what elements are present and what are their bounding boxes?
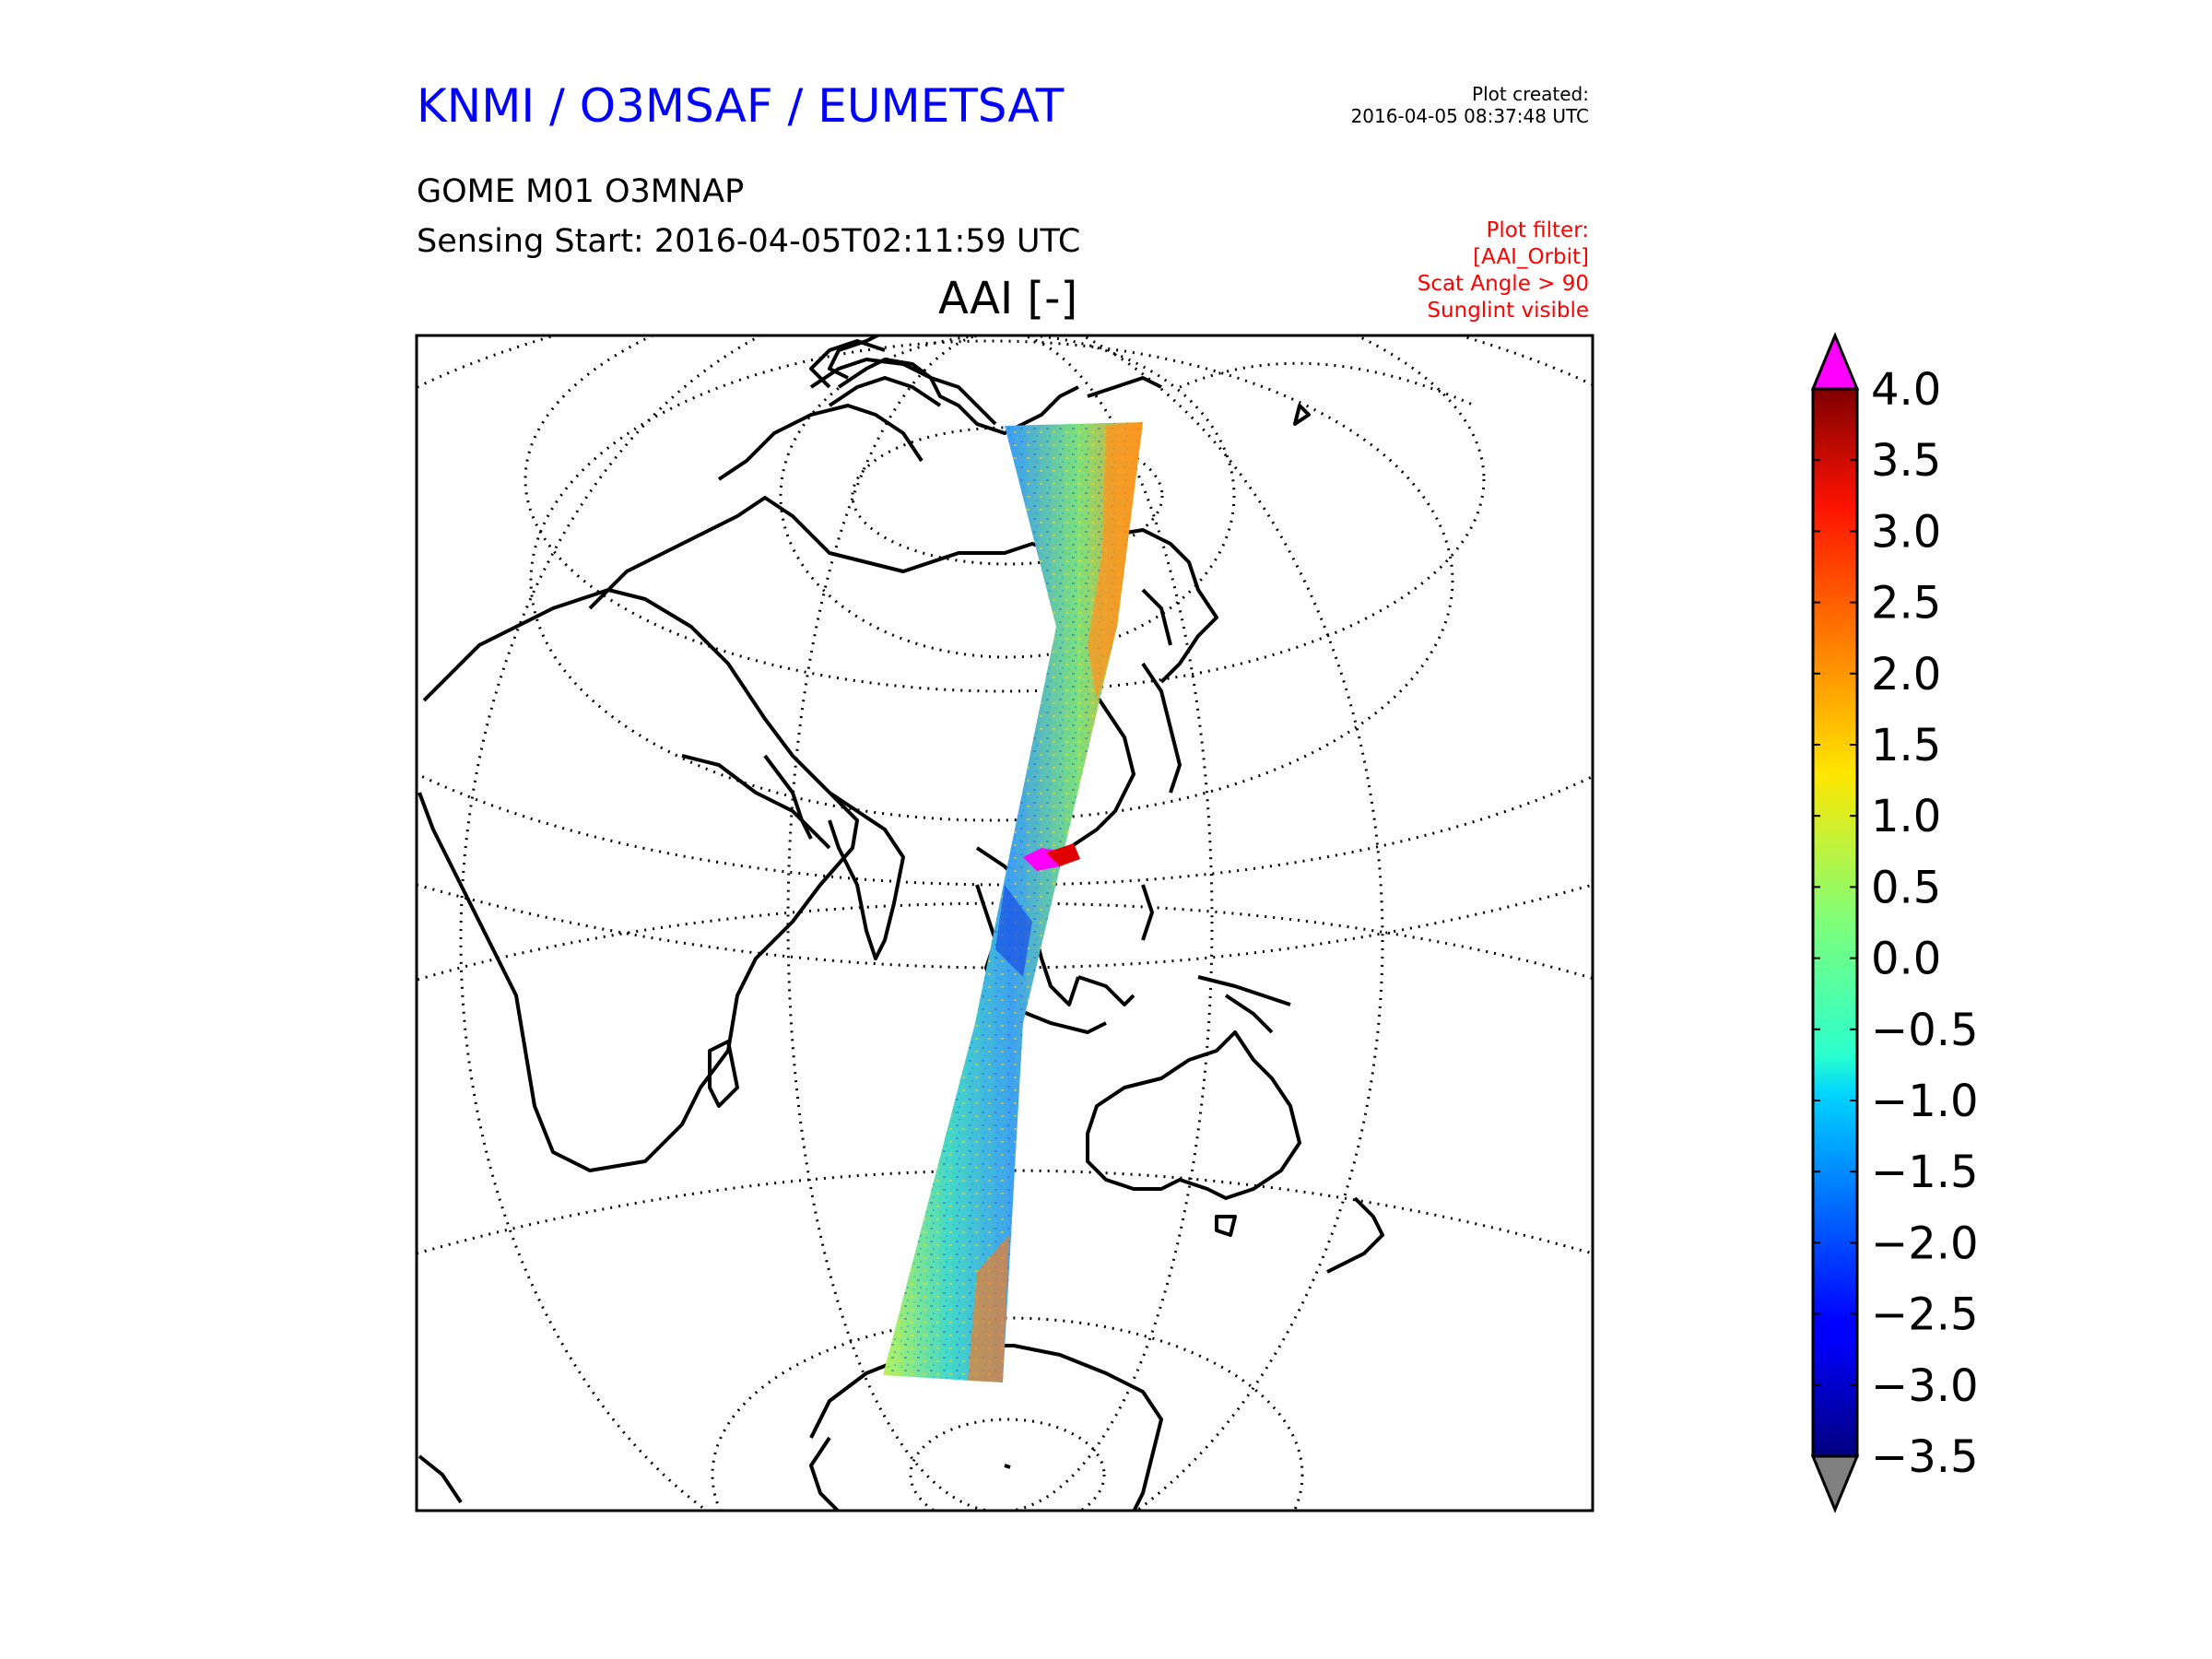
filter-line: [AAI_Orbit] — [1473, 245, 1589, 269]
title-main: KNMI / O3MSAF / EUMETSAT — [417, 79, 1065, 133]
colorbar-tick-label: −3.5 — [1871, 1431, 1979, 1483]
graticule — [417, 335, 1593, 1511]
colorbar-tick-label: 3.0 — [1871, 506, 1941, 558]
colorbar-under-extension — [1810, 1454, 1860, 1513]
colorbar-tick-label: 1.5 — [1871, 720, 1941, 771]
colorbar-tick-label: −2.5 — [1871, 1289, 1979, 1341]
colorbar-tick-label: 4.0 — [1871, 364, 1941, 416]
colorbar-tick-label: 2.5 — [1871, 578, 1941, 629]
filter-line: Sunglint visible — [1427, 299, 1589, 323]
filter-line: Plot filter: — [1486, 218, 1589, 242]
colorbar-tick-label: −0.5 — [1871, 1005, 1979, 1056]
colorbar-over-extension — [1810, 332, 1860, 391]
colorbar-tick-label: 0.0 — [1871, 934, 1941, 985]
map-area — [417, 335, 1593, 1511]
colorbar-gradient — [1811, 387, 1859, 1458]
plot-created-timestamp: 2016-04-05 08:37:48 UTC — [1350, 105, 1589, 127]
colorbar-tick-label: −1.0 — [1871, 1076, 1979, 1127]
plot-created-label: Plot created: — [1472, 83, 1589, 105]
colorbar-tick-label: 0.5 — [1871, 862, 1941, 913]
colorbar-tick-label: 3.5 — [1871, 435, 1941, 487]
colorbar-tick-label: 1.0 — [1871, 791, 1941, 842]
colorbar: 4.0 3.5 3.0 2.5 2.0 1.5 1.0 0.5 0.0 −0.5 −1.0 −1.5 −… — [1810, 332, 1979, 1513]
colorbar-tick-label: −2.0 — [1871, 1218, 1979, 1269]
colorbar-tick-label: 2.0 — [1871, 649, 1941, 700]
filter-line: Scat Angle > 90 — [1417, 272, 1589, 296]
aai-swath — [883, 422, 1143, 1382]
colorbar-tick-label: −1.5 — [1871, 1147, 1979, 1198]
colorbar-tick-label: −3.0 — [1871, 1360, 1979, 1412]
product-name: GOME M01 O3MNAP — [417, 173, 745, 210]
sensing-start: Sensing Start: 2016-04-05T02:11:59 UTC — [417, 223, 1081, 260]
plot-filter-block: Plot filter: [AAI_Orbit] Scat Angle > 90… — [1418, 218, 1589, 324]
plot-title: AAI [-] — [938, 273, 1078, 324]
colorbar-ticks: 4.0 3.5 3.0 2.5 2.0 1.5 1.0 0.5 0.0 −0.5 −1.0 −1.5 −… — [1813, 364, 1979, 1483]
coastlines — [418, 335, 1384, 1511]
map-frame — [415, 334, 1594, 1512]
